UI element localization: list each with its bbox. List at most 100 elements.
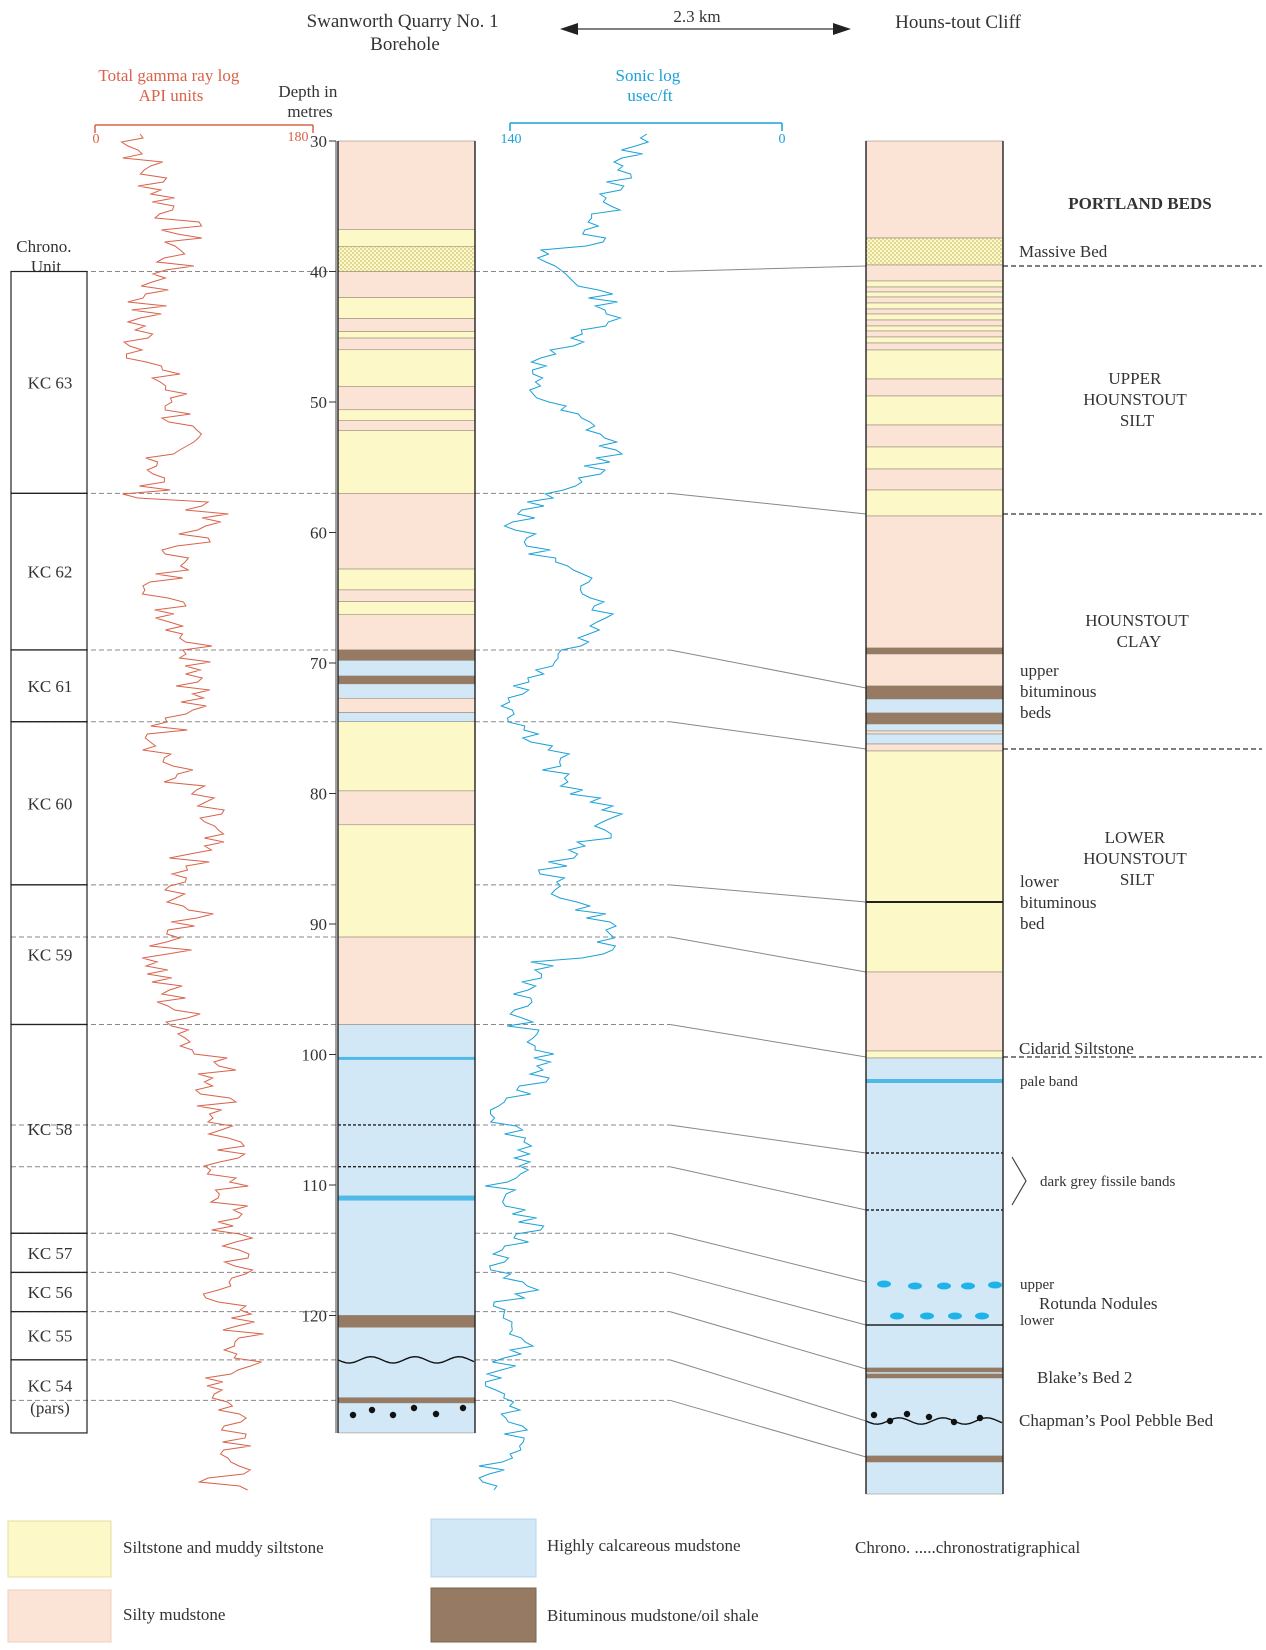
pebble	[349, 1411, 357, 1419]
cliff-title: Houns-tout Cliff	[895, 12, 1021, 33]
sonic-trace	[478, 133, 650, 1491]
borehole-layer	[337, 1024, 476, 1316]
chrono-unit-label: KC 59	[28, 946, 73, 965]
label-chapmans-pool-pebble-bed: Chapman’s Pool Pebble Bed	[1019, 1411, 1214, 1430]
cliff-layer	[865, 342, 1004, 351]
correlation-line-link	[669, 265, 867, 272]
pale-band	[338, 1195, 475, 1201]
borehole-layer	[337, 721, 476, 792]
cliff-layer	[865, 330, 1004, 338]
label-lower-bituminous-bed: lower bituminous bed	[1020, 872, 1101, 933]
legend-swatch-silty-mudstone	[7, 1589, 112, 1643]
borehole-layer	[337, 936, 476, 1025]
depth-axis: 30 40 50 60 70 80 90 100 110 120	[302, 132, 337, 1433]
correlation-lines	[11, 265, 1262, 1458]
borehole-layer	[337, 140, 476, 230]
pebble	[432, 1410, 440, 1418]
cliff-layer	[865, 336, 1004, 344]
borehole-layer	[337, 318, 476, 332]
gamma-trace	[120, 133, 264, 1491]
label-rotunda-upper: upper	[1020, 1277, 1054, 1293]
correlation-line-link	[669, 1023, 867, 1058]
cliff-layer	[865, 743, 1004, 752]
borehole-layer	[337, 824, 476, 938]
chrono-unit-column: KC 63 KC 62 KC 61 KC 60 KC 59 KC 58 KC 57 KC 56…	[10, 270, 88, 1434]
cliff-layer	[865, 1371, 1004, 1375]
gamma-scale-max: 180	[288, 130, 309, 145]
depth-tick-label: 50	[310, 393, 327, 412]
cliff-layer	[865, 308, 1004, 315]
pebble	[389, 1411, 397, 1419]
borehole-layer	[337, 1315, 476, 1328]
cliff-layer	[865, 750, 1004, 973]
legend-chrono-note: Chrono. .....chronostratigraphical	[855, 1538, 1080, 1557]
rotunda-nodule	[937, 1282, 951, 1290]
borehole-layer	[337, 675, 476, 685]
chrono-unit-label: KC 60	[28, 794, 73, 813]
pebble	[925, 1413, 933, 1421]
cliff-layer	[865, 313, 1004, 321]
sonic-log-title: Sonic log usec/ft	[616, 66, 685, 105]
cliff-layer	[865, 647, 1004, 655]
rotunda-nodule	[961, 1282, 975, 1290]
gamma-scale-min: 0	[93, 132, 100, 147]
cliff-layer	[865, 264, 1004, 282]
cliff-layer	[865, 280, 1004, 288]
borehole-layer	[337, 246, 476, 272]
borehole-layer	[337, 568, 476, 591]
cliff-layer	[865, 1050, 1004, 1059]
label-blakes-bed: Blake’s Bed 2	[1037, 1368, 1132, 1387]
depth-tick-label: 60	[310, 524, 327, 543]
correlation-line-link	[669, 1399, 867, 1458]
pebble	[870, 1411, 878, 1419]
cliff-layer	[865, 1373, 1004, 1379]
chrono-unit-label: KC 57	[28, 1244, 73, 1263]
depth-tick-label: 110	[302, 1176, 327, 1195]
legend-swatch-calcareous	[430, 1518, 537, 1578]
distance-label: 2.3 km	[673, 7, 720, 26]
correlation-line-link	[669, 1232, 867, 1283]
borehole-layer	[337, 1397, 476, 1404]
borehole-layer	[337, 349, 476, 387]
borehole-layer	[337, 271, 476, 298]
depth-tick-label: 80	[310, 785, 327, 804]
correlation-line-link	[669, 492, 867, 515]
label-dark-grey-fissile-bands: dark grey fissile bands	[1040, 1174, 1176, 1190]
chrono-unit-label: (pars)	[30, 1398, 70, 1417]
label-portland-beds: PORTLAND BEDS	[1068, 194, 1211, 213]
label-cidarid-siltstone: Cidarid Siltstone	[1019, 1039, 1134, 1058]
chrono-unit-label: KC 61	[28, 677, 73, 696]
rotunda-nodule	[988, 1281, 1002, 1289]
correlation-line-link	[669, 1359, 867, 1422]
chrono-unit-label: KC 62	[28, 563, 73, 582]
cliff-layer	[865, 291, 1004, 298]
borehole-layer	[337, 683, 476, 699]
label-pale-band: pale band	[1020, 1074, 1078, 1090]
legend-label-silty-mudstone: Silty mudstone	[123, 1605, 225, 1624]
chrono-unit-label: KC 55	[28, 1327, 73, 1346]
correlation-line-link	[669, 1124, 867, 1154]
correlation-line-link	[669, 1311, 867, 1370]
correlation-line-link	[669, 649, 867, 689]
borehole-layer	[337, 790, 476, 826]
depth-tick-label: 40	[310, 263, 327, 282]
cliff-layer	[865, 302, 1004, 310]
legend-swatch-bituminous	[430, 1587, 537, 1643]
gamma-scale-bar	[94, 124, 314, 133]
borehole-layer	[337, 229, 476, 247]
cliff-layer	[865, 140, 1004, 239]
cliff-column	[865, 140, 1004, 1495]
borehole-layer	[337, 1402, 476, 1434]
pale-band	[866, 1079, 1003, 1083]
cliff-layer	[865, 730, 1004, 735]
depth-tick-label: 120	[302, 1307, 328, 1326]
sonic-scale-bar	[509, 122, 783, 131]
cliff-layer	[865, 723, 1004, 732]
pebble	[410, 1404, 418, 1412]
depth-axis-title: Depth in metres	[278, 82, 341, 121]
borehole-layer	[337, 420, 476, 431]
distance-arrow	[560, 23, 851, 35]
cliff-layer	[865, 319, 1004, 327]
